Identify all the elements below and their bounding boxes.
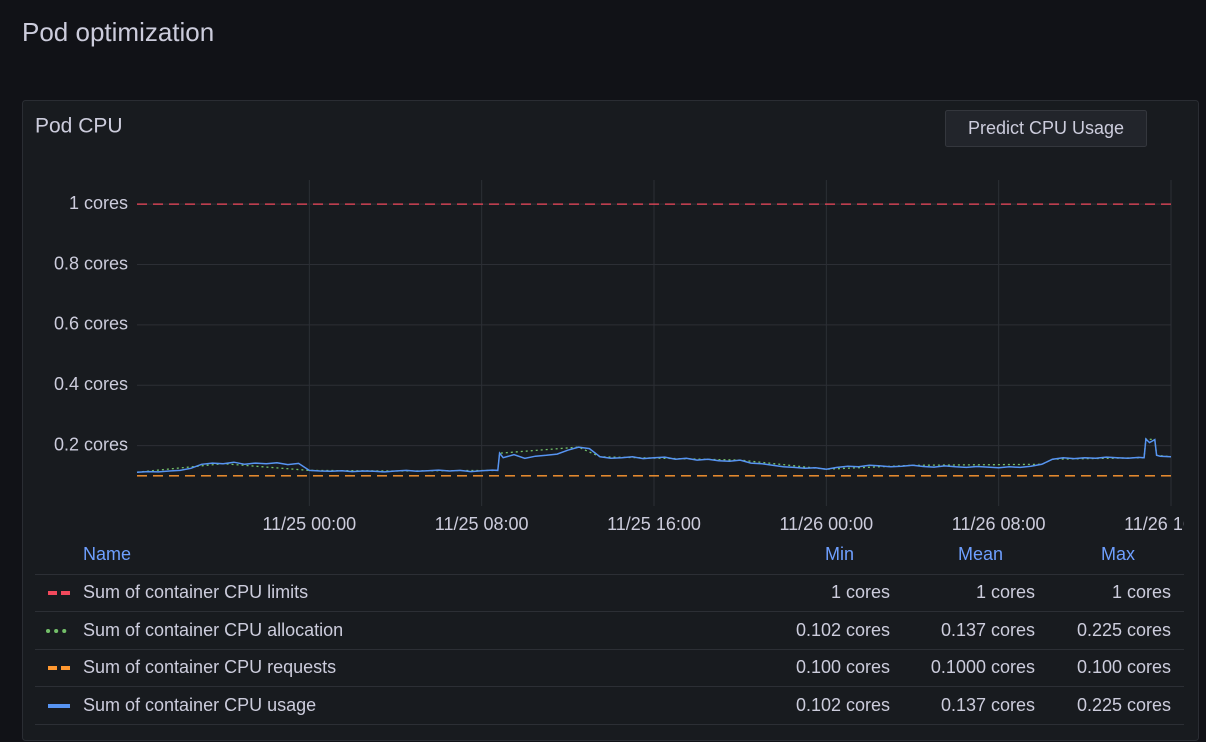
legend-stat: 0.102 cores	[796, 620, 890, 640]
panel	[22, 100, 1199, 741]
chart: 0.2 cores 0.4 cores 0.6 cores 0.8 cores 1 co…	[35, 180, 1206, 725]
y-tick-label: 1 cores	[69, 193, 128, 213]
legend-stat: 0.137 cores	[941, 620, 1035, 640]
x-tick-label: 11/26 08:00	[952, 514, 1046, 534]
legend-header: Max	[1101, 544, 1135, 564]
legend-stat: 0.137 cores	[941, 695, 1035, 715]
page-title: Pod optimization	[22, 17, 214, 47]
series-line	[136, 438, 1172, 473]
legend-stat: 0.225 cores	[1077, 620, 1171, 640]
legend-stat: 0.225 cores	[1077, 695, 1171, 715]
legend-stat: 1 cores	[1112, 582, 1171, 602]
legend-stat: 0.100 cores	[796, 657, 890, 677]
x-tick-label: 11/26 16:00	[1124, 514, 1206, 534]
legend-name: Sum of container CPU requests	[83, 657, 336, 677]
legend-header: Min	[825, 544, 854, 564]
legend-stat: 1 cores	[976, 582, 1035, 602]
predict-button-label[interactable]: Predict CPU Usage	[968, 118, 1124, 138]
legend-name: Sum of container CPU limits	[83, 582, 308, 602]
legend-stat: 1 cores	[831, 582, 890, 602]
x-tick-label: 11/25 16:00	[607, 514, 701, 534]
legend-stat: 0.1000 cores	[931, 657, 1035, 677]
x-tick-label: 11/26 00:00	[779, 514, 873, 534]
y-tick-label: 0.2 cores	[54, 434, 128, 454]
y-tick-label: 0.4 cores	[54, 374, 128, 394]
legend-name: Sum of container CPU usage	[83, 695, 316, 715]
panel-title: Pod CPU	[35, 115, 123, 138]
legend-name: Sum of container CPU allocation	[83, 620, 343, 640]
legend-header: Mean	[958, 544, 1003, 564]
legend-stat: 0.100 cores	[1077, 657, 1171, 677]
x-tick-label: 11/25 08:00	[435, 514, 529, 534]
series-line	[136, 437, 1172, 473]
x-tick-label: 11/25 00:00	[262, 514, 356, 534]
legend-stat: 0.102 cores	[796, 695, 890, 715]
legend-header: Name	[83, 544, 131, 564]
predict-button[interactable]	[945, 110, 1147, 147]
y-tick-label: 0.8 cores	[54, 253, 128, 273]
y-tick-label: 0.6 cores	[54, 314, 128, 334]
